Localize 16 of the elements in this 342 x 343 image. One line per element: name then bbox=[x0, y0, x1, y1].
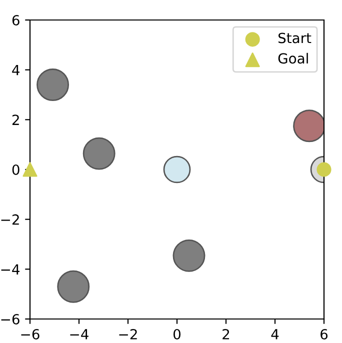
y-tick-label: 6 bbox=[12, 14, 20, 26]
x-tick-label: 2 bbox=[222, 328, 230, 340]
y-tick-label: 0 bbox=[12, 164, 20, 175]
y-tick-label: 2 bbox=[12, 114, 19, 125]
x-tick-label: 0 bbox=[173, 328, 180, 340]
y-tick-label: −2 bbox=[1, 214, 19, 225]
y-tick-label: 4 bbox=[12, 64, 20, 76]
legend-label: Start bbox=[278, 32, 312, 44]
x-tick-label: 6 bbox=[320, 328, 328, 340]
y-tick-label: −4 bbox=[1, 264, 20, 274]
x-tick-label: −2 bbox=[119, 328, 137, 340]
y-tick-label: −6 bbox=[1, 314, 20, 324]
x-tick-label: −6 bbox=[21, 328, 40, 340]
x-tick-label: 4 bbox=[271, 329, 279, 340]
x-tick-label: −4 bbox=[70, 329, 88, 340]
legend-label: Goal bbox=[278, 52, 308, 64]
